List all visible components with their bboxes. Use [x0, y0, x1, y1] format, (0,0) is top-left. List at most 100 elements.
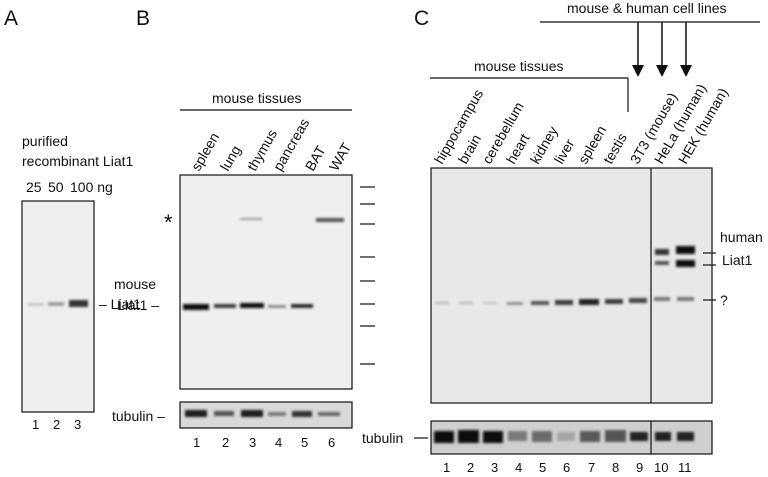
- panel-c-band-1: [435, 302, 449, 304]
- panel-c-band-5: [531, 301, 549, 305]
- panel-b-blot: [179, 174, 353, 390]
- panel-b-liat1-label: Liat1 –: [117, 297, 159, 313]
- panel-a-amount-25: 25: [26, 179, 42, 195]
- panel-b-tubulin-band-2: [214, 411, 234, 416]
- panel-b-band-thymus-75: [240, 218, 262, 220]
- panel-b: B mouse tissues spleen lung thymus pancr…: [112, 7, 355, 450]
- panel-c-tubulin-band-1: [434, 431, 454, 443]
- panel-c-band-hek-lower: [676, 260, 695, 267]
- panel-b-lane-5: 5: [301, 435, 308, 450]
- arrow-head-hek: [680, 65, 692, 77]
- panel-c-lane-10: 10: [654, 460, 668, 475]
- panel-c-lane-11: 11: [678, 460, 692, 475]
- panel-c-lane-8: 8: [612, 460, 619, 475]
- panel-c-lane-1: 1: [443, 460, 450, 475]
- panel-c-lane-9: 9: [636, 460, 643, 475]
- panel-c-lane-5: 5: [539, 460, 546, 475]
- panel-a-letter: A: [4, 7, 18, 30]
- panel-b-tubulin-label: tubulin –: [112, 408, 165, 424]
- panel-b-lane-1: 1: [193, 435, 200, 450]
- panel-c-tubulin-band-2: [458, 430, 479, 443]
- panel-c-tubulin-band-11: [677, 432, 694, 441]
- panel-c: C mouse & human cell lines mouse tissues…: [362, 0, 763, 475]
- panel-c-arrows: [632, 22, 692, 77]
- panel-c-liat1-label: Liat1: [722, 252, 753, 268]
- panel-b-tubulin-band-4: [268, 412, 286, 416]
- arrow-head-hela: [656, 65, 668, 77]
- panel-c-cell-lines-label: mouse & human cell lines: [567, 0, 727, 16]
- panel-c-band-3: [483, 302, 497, 304]
- panel-b-tubulin-band-6: [318, 412, 340, 416]
- panel-c-tubulin-band-7: [580, 431, 600, 442]
- panel-b-lane-6: 6: [328, 435, 335, 450]
- panel-b-band-wat-75: [316, 218, 344, 222]
- panel-c-lane-4: 4: [515, 460, 522, 475]
- panel-c-band-7: [579, 299, 599, 305]
- panel-b-lane-4: 4: [275, 435, 282, 450]
- arrow-head-3t3: [632, 65, 644, 77]
- panel-a-band-lane2: [48, 302, 64, 306]
- panel-c-human-label: human: [720, 229, 763, 245]
- panel-b-lane-3: 3: [249, 435, 256, 450]
- tissue-label-spleen: spleen: [188, 130, 222, 174]
- panel-c-band-hela-lower: [655, 261, 669, 265]
- panel-a-lane-1: 1: [32, 417, 39, 432]
- panel-c-tubulin-band-9: [630, 432, 648, 441]
- panel-c-tubulin-band-10: [655, 432, 671, 441]
- panel-a-lane-2: 2: [53, 417, 60, 432]
- panel-c-tubulin-band-5: [532, 431, 552, 442]
- panel-b-asterisk: *: [164, 210, 173, 235]
- panel-c-band-2: [459, 302, 473, 304]
- panel-c-tubulin-bands: [434, 430, 694, 443]
- panel-b-bands: [183, 218, 344, 310]
- panel-b-tubulin-bands: [185, 410, 340, 417]
- panel-b-tubulin-band-1: [185, 410, 207, 417]
- panel-c-band-6: [555, 300, 573, 305]
- tissue-label-lung: lung: [217, 143, 244, 174]
- panel-b-tubulin-band-5: [292, 411, 312, 417]
- panel-c-band-11: [677, 297, 694, 301]
- panel-c-sample-labels: hippocampus brain cerebellum heart kidne…: [431, 81, 731, 167]
- panel-c-tubulin-band-3: [483, 431, 503, 443]
- panel-c-tubulin-label: tubulin: [362, 430, 403, 446]
- panel-c-tissues-label: mouse tissues: [474, 58, 563, 74]
- panel-b-band-spleen: [183, 304, 209, 310]
- panel-c-bands: [435, 246, 695, 305]
- panel-c-lane-7: 7: [588, 460, 595, 475]
- panel-b-tissue-labels: spleen lung thymus pancreas BAT WAT: [188, 116, 355, 174]
- panel-a-amount-50: 50: [48, 179, 64, 195]
- panel-c-band-hek-upper: [676, 246, 695, 254]
- panel-c-band-10: [654, 297, 670, 301]
- panel-b-tubulin-band-3: [241, 410, 263, 417]
- panel-a-title-line1: purified: [22, 133, 68, 149]
- panel-c-band-4: [507, 302, 523, 305]
- panel-a-band-lane3: [69, 300, 88, 307]
- tissue-label-bat: BAT: [302, 142, 329, 173]
- panel-b-group-label: mouse tissues: [212, 90, 301, 106]
- panel-c-tubulin-band-8: [605, 430, 626, 442]
- panel-a-lane-3: 3: [74, 417, 81, 432]
- panel-b-letter: B: [136, 7, 150, 30]
- panel-a-bands: [28, 300, 88, 307]
- panel-c-blot: [430, 167, 713, 404]
- panel-c-lane-2: 2: [467, 460, 474, 475]
- panel-c-lane-3: 3: [491, 460, 498, 475]
- panel-c-lane-6: 6: [563, 460, 570, 475]
- panel-b-lane-2: 2: [222, 435, 229, 450]
- panel-b-band-bat: [291, 304, 313, 308]
- panel-a-liat1-label: – Liat1: [99, 296, 141, 312]
- panel-a-band-lane1: [28, 303, 44, 306]
- panel-b-band-pancreas: [268, 305, 286, 308]
- panel-a: A purified recombinant Liat1 25 50 100 n…: [4, 7, 141, 432]
- panel-c-letter: C: [414, 7, 429, 30]
- panel-a-amount-100: 100 ng: [70, 179, 113, 195]
- mw-markers: [360, 186, 375, 365]
- panel-c-question-label: ?: [720, 292, 728, 308]
- panel-b-band-lung: [214, 304, 236, 308]
- panel-a-title-line2: recombinant Liat1: [22, 153, 134, 169]
- panel-b-mouse-label: mouse: [114, 276, 156, 292]
- panel-c-band-8: [605, 299, 623, 304]
- tissue-label-wat: WAT: [326, 140, 355, 174]
- panel-c-band-hela-upper: [655, 249, 669, 255]
